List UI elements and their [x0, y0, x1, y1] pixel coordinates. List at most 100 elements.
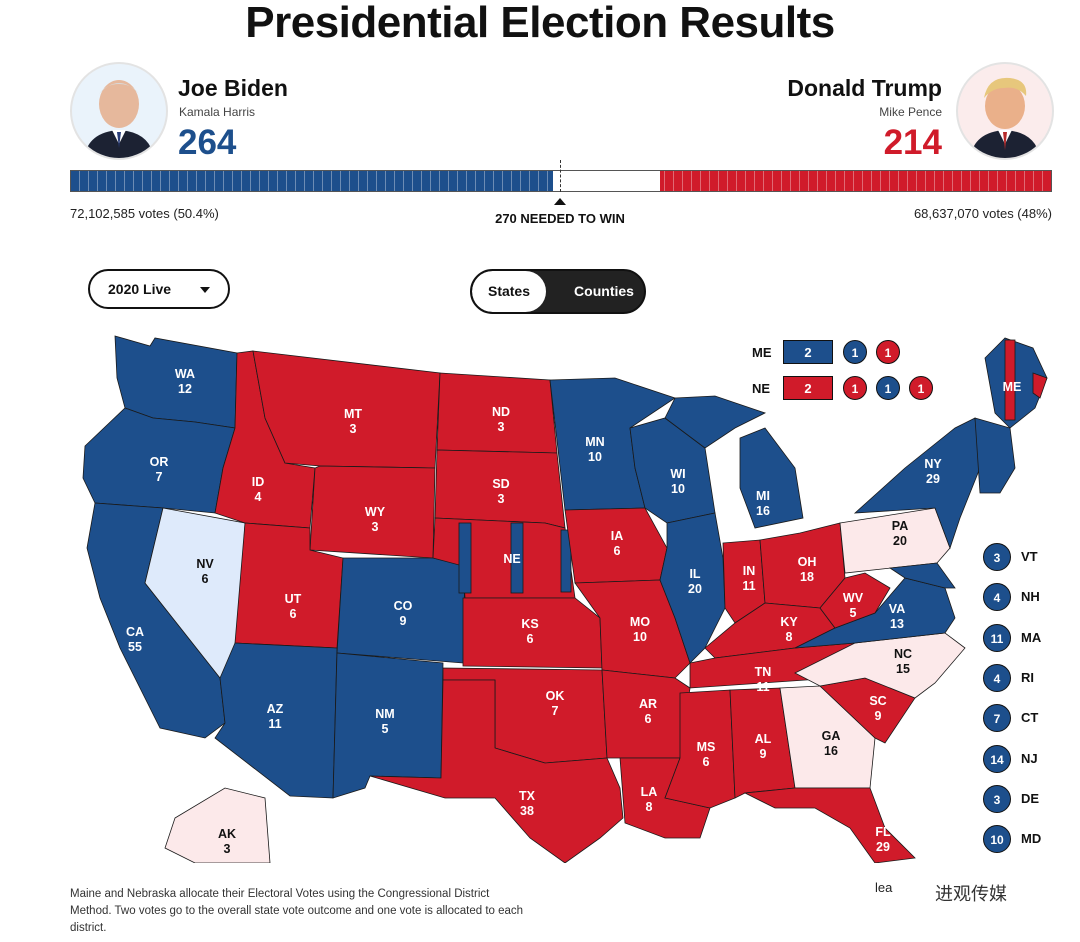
state-label-ms: MS [697, 740, 716, 754]
state-ev-mo: 10 [633, 630, 647, 644]
state-ev-nv: 6 [202, 572, 209, 586]
state-label-ut: UT [285, 592, 302, 606]
state-ev-co: 9 [400, 614, 407, 628]
state-ev-wv: 5 [850, 606, 857, 620]
ne-state-abbr-vt: VT [1021, 549, 1038, 564]
state-label-az: AZ [267, 702, 284, 716]
state-ME-tip [1032, 372, 1048, 399]
ne-state-abbr-nh: NH [1021, 589, 1040, 605]
toggle-states[interactable]: States [472, 271, 546, 312]
legend-partial: lea [875, 880, 893, 895]
toggle-counties[interactable]: Counties [574, 283, 634, 299]
state-ev-tn: 11 [756, 680, 769, 694]
state-label-ny: NY [924, 457, 942, 471]
us-map-svg: WA12OR7CA55NV6ID4MT3WY3UT6CO9AZ11NM5ND3S… [82, 335, 1048, 864]
ne-district-3: 1 [909, 376, 933, 400]
state-label-ks: KS [521, 617, 538, 631]
state-label-ga: GA [822, 729, 841, 743]
state-ev-ga: 16 [824, 744, 838, 758]
state-label-mi: MI [756, 489, 770, 503]
state-label-la: LA [641, 785, 658, 799]
win-threshold-arrow-icon [554, 198, 566, 205]
trump-electoral-votes: 214 [883, 123, 942, 162]
state-MI [739, 427, 804, 529]
state-ev-sc: 9 [875, 709, 882, 723]
ne-state-abbr-nj: NJ [1021, 750, 1038, 766]
state-label-ak: AK [218, 827, 236, 841]
state-label-sc: SC [869, 694, 886, 708]
state-ev-in: 11 [742, 579, 755, 593]
watermark-brand: 进观传媒 [935, 884, 1007, 904]
state-MI-upper [664, 395, 767, 449]
biden-avatar [70, 62, 168, 160]
me-district-2: 1 [876, 340, 900, 364]
needed-to-win: 270 NEEDED TO WIN [495, 211, 625, 226]
state-MD-shape [888, 562, 956, 589]
view-toggle[interactable]: States Counties [470, 269, 646, 314]
state-label-nm: NM [375, 707, 394, 721]
state-ev-al: 9 [760, 747, 767, 761]
trump-name: Donald Trump [787, 75, 942, 101]
state-label-or: OR [150, 455, 169, 469]
district-method-note: Maine and Nebraska allocate their Electo… [70, 888, 524, 934]
state-ev-ks: 6 [527, 632, 534, 646]
state-label-me: ME [1003, 380, 1022, 394]
state-ev-ut: 6 [290, 607, 297, 621]
ne-state-ev-nj: 14 [983, 744, 1011, 773]
state-ME-district-red [1004, 339, 1016, 421]
state-label-mn: MN [585, 435, 604, 449]
state-label-ar: AR [639, 697, 657, 711]
trump-popular-votes: 68,637,070 votes (48%) [913, 206, 1052, 221]
state-AK [164, 787, 271, 864]
state-ev-ky: 8 [786, 630, 793, 644]
state-ev-ak: 3 [224, 842, 231, 856]
biden-name: Joe Biden [178, 75, 288, 101]
state-label-va: VA [889, 602, 905, 616]
state-NE-district-blue-3 [560, 529, 572, 593]
state-label-al: AL [755, 732, 772, 746]
state-ev-wi: 10 [671, 482, 685, 496]
ne-state-ev-ma: 11 [983, 623, 1011, 652]
state-label-il: IL [689, 567, 700, 581]
state-label-tn: TN [755, 665, 772, 679]
us-map: WA 12 OR 7 CA 55 NV 6 ID 4 MT 3 WY 3 UT 6 CO 9 AZ 11 NM 5 ND 3 S… [75, 318, 1080, 864]
state-ev-mn: 10 [588, 450, 602, 464]
ne-state-ev-md: 10 [983, 825, 1011, 854]
ne-state-abbr-md: MD [1021, 831, 1042, 847]
ne-statewide-box: 2 [783, 376, 833, 400]
ne-state-ev-ri: 4 [983, 663, 1011, 692]
year-dropdown-value: 2020 Live [108, 281, 172, 297]
state-label-wi: WI [670, 467, 685, 481]
state-label-nd: ND [492, 405, 510, 419]
state-label-ca: CA [126, 625, 144, 639]
state-ev-or: 7 [156, 470, 163, 484]
state-ev-tx: 38 [520, 804, 534, 818]
ne-state-ev-de: 3 [983, 784, 1011, 813]
state-ev-ar: 6 [645, 712, 652, 726]
ne-district-2: 1 [876, 376, 900, 400]
state-label-mt: MT [344, 407, 362, 421]
trump-avatar [956, 62, 1054, 160]
ne-state-ev-ct: 7 [983, 704, 1011, 733]
ne-state-abbr-ri: RI [1021, 669, 1034, 685]
state-label-nv: NV [196, 557, 214, 571]
state-ev-il: 20 [688, 582, 702, 596]
state-ev-ok: 7 [552, 704, 559, 718]
biden-popular-votes: 72,102,585 votes (50.4%) [70, 206, 219, 221]
state-label-wa: WA [175, 367, 195, 381]
state-ev-mi: 16 [756, 504, 770, 518]
biden-electoral-votes: 264 [178, 123, 237, 162]
year-dropdown[interactable]: 2020 Live [88, 269, 230, 309]
state-ev-id: 4 [255, 490, 262, 504]
ne-abbr: NE [752, 381, 771, 396]
state-ev-ny: 29 [926, 472, 940, 486]
state-NE-district-blue-1 [458, 522, 472, 594]
state-ev-la: 8 [646, 800, 653, 814]
state-ev-ia: 6 [614, 544, 621, 558]
state-ev-nc: 15 [896, 662, 910, 676]
state-label-id: ID [252, 475, 265, 489]
state-ev-nd: 3 [498, 420, 505, 434]
state-ev-oh: 18 [800, 570, 814, 584]
win-threshold-marker [560, 160, 561, 192]
trump-progress-fill [660, 171, 1051, 191]
